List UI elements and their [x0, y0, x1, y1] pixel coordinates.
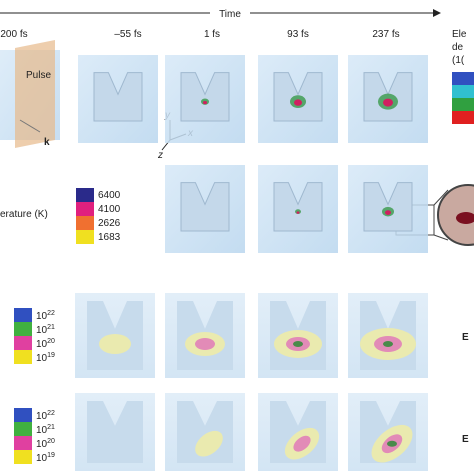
- legend-swatch: [14, 436, 32, 450]
- density-outer: [99, 334, 131, 354]
- time-label: Time: [219, 9, 241, 20]
- legend-label: 1020: [36, 438, 55, 450]
- legend-swatch: [76, 230, 94, 244]
- density-outer: [195, 430, 223, 457]
- legend-swatch: [452, 72, 474, 85]
- excitation-core: [203, 101, 207, 105]
- base: 10: [36, 411, 48, 422]
- density-core: [293, 341, 303, 347]
- legend-swatch: [14, 350, 32, 364]
- legend-label: 1022: [36, 410, 55, 422]
- frame-label: 237 fs: [372, 29, 399, 40]
- legend-swatch: [14, 422, 32, 436]
- density-core: [387, 440, 397, 447]
- legend-label: 1019: [36, 452, 55, 464]
- notch: [273, 182, 323, 232]
- zoom-line: [433, 189, 449, 206]
- frame-label: –55 fs: [114, 29, 141, 40]
- row-label: E: [462, 332, 469, 343]
- legend-title: Ele: [452, 29, 467, 40]
- exponent: 20: [47, 338, 55, 345]
- exponent: 22: [47, 310, 55, 317]
- legend-label: 1021: [36, 424, 55, 436]
- exponent: 19: [47, 352, 55, 359]
- base: 10: [36, 453, 48, 464]
- legend-label: 1020: [36, 338, 55, 350]
- frame-label: 1 fs: [204, 29, 220, 40]
- zoom-line: [433, 234, 449, 241]
- base: 10: [36, 311, 48, 322]
- excitation-core: [294, 99, 302, 106]
- legend-swatch: [14, 408, 32, 422]
- row-label: E: [462, 434, 469, 445]
- legend-label: 1019: [36, 352, 55, 364]
- legend-swatch: [14, 450, 32, 464]
- legend-swatch: [452, 85, 474, 98]
- excitation-core: [383, 98, 393, 107]
- notch: [363, 182, 413, 232]
- base: 10: [36, 439, 48, 450]
- axis-z: z: [157, 150, 163, 161]
- excitation-core: [296, 211, 300, 214]
- frame-label: 93 fs: [287, 29, 309, 40]
- exponent: 21: [47, 424, 55, 431]
- legend-label: 1022: [36, 310, 55, 322]
- legend-label: 2626: [98, 218, 121, 229]
- density-core: [383, 341, 393, 347]
- pulse-plane: [15, 40, 55, 148]
- legend-label: 6400: [98, 190, 121, 201]
- exponent: 21: [47, 324, 55, 331]
- base: 10: [36, 425, 48, 436]
- base: 10: [36, 339, 48, 350]
- zoom-inset: [437, 184, 474, 246]
- density-mid: [293, 435, 311, 452]
- exponent: 20: [47, 438, 55, 445]
- legend-swatch: [452, 111, 474, 124]
- exponent: 19: [47, 452, 55, 459]
- density-mid: [195, 338, 215, 350]
- excitation-core: [385, 210, 391, 216]
- legend-swatch: [76, 188, 94, 202]
- notch: [180, 72, 230, 122]
- base: 10: [36, 325, 48, 336]
- legend-label: 1021: [36, 324, 55, 336]
- legend-swatch: [452, 98, 474, 111]
- legend-swatch: [14, 308, 32, 322]
- exponent: 22: [47, 410, 55, 417]
- temperature-title: erature (K): [0, 209, 48, 220]
- frame-label: 200 fs: [0, 29, 27, 40]
- legend-swatch: [14, 336, 32, 350]
- k-label: k: [44, 137, 50, 148]
- legend-swatch: [76, 216, 94, 230]
- base: 10: [36, 353, 48, 364]
- notch: [180, 182, 230, 232]
- legend-label: 4100: [98, 204, 121, 215]
- notch-2d: [87, 401, 143, 463]
- pulse-label: Pulse: [26, 70, 51, 81]
- legend-title: de: [452, 42, 464, 53]
- zoom-feature: [456, 212, 474, 224]
- legend-title: (1(: [452, 55, 465, 66]
- legend-label: 1683: [98, 232, 121, 243]
- k-arrow: [19, 119, 41, 133]
- legend-swatch: [76, 202, 94, 216]
- legend-swatch: [14, 322, 32, 336]
- notch: [93, 72, 143, 122]
